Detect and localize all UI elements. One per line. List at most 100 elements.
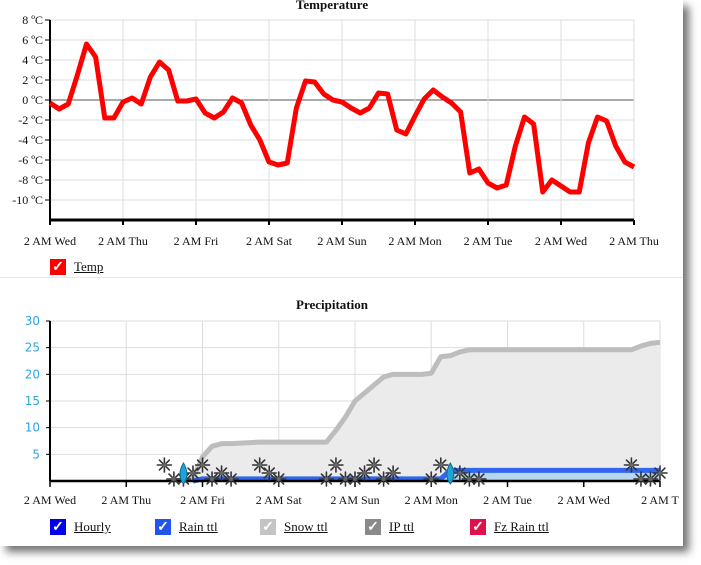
snowflake-icon bbox=[156, 457, 173, 473]
y-tick-label: -4 ºC bbox=[18, 133, 43, 147]
line-snow-ttl bbox=[182, 339, 661, 484]
x-tick-label: 2 AM T bbox=[641, 493, 679, 507]
snowflake-center bbox=[658, 471, 662, 475]
snowflake-icon bbox=[328, 457, 344, 473]
legend-temp[interactable]: ✓ Temp bbox=[50, 259, 103, 275]
area-rain-ttl bbox=[50, 470, 660, 481]
snowflake-icon bbox=[623, 457, 640, 473]
snowflake-center bbox=[219, 471, 224, 475]
snowflake-center bbox=[171, 477, 176, 481]
y-tick-label: 4 ºC bbox=[22, 53, 43, 67]
snowflake-icon bbox=[423, 471, 440, 487]
snowflake-center bbox=[476, 477, 481, 481]
x-tick-label: 2 AM Fri bbox=[180, 493, 225, 507]
snowflake-center bbox=[372, 463, 377, 467]
snowflake-center bbox=[257, 463, 262, 467]
snowflake-center bbox=[210, 477, 215, 481]
checkbox-fz-rain-ttl[interactable]: ✓ bbox=[470, 519, 486, 535]
x-tick-label: 2 AM Thu bbox=[609, 234, 659, 248]
legend-rain-ttl[interactable]: ✓ Rain ttl bbox=[155, 519, 218, 535]
x-tick-label: 2 AM Wed bbox=[24, 493, 76, 507]
y-tick-label: -10 ºC bbox=[12, 193, 43, 207]
legend-label[interactable]: Fz Rain ttl bbox=[494, 519, 549, 534]
legend-label[interactable]: Hourly bbox=[74, 519, 111, 534]
x-tick-label: 2 AM Mon bbox=[388, 234, 441, 248]
snowflake-icon bbox=[318, 471, 335, 487]
snowflake-center bbox=[629, 463, 634, 467]
y-tick-label: 0 ºC bbox=[22, 93, 43, 107]
x-tick-label: 2 AM Mon bbox=[405, 493, 458, 507]
snowflake-center bbox=[648, 477, 653, 481]
snowflake-icon bbox=[642, 471, 659, 487]
snowflake-icon bbox=[375, 471, 392, 487]
legend-hourly[interactable]: ✓ Hourly bbox=[50, 519, 111, 535]
x-tick-label: 2 AM Sun bbox=[330, 493, 379, 507]
snowflake-center bbox=[429, 477, 434, 481]
raindrop-icon bbox=[446, 462, 455, 485]
x-tick-label: 2 AM Wed bbox=[558, 493, 610, 507]
snowflake-center bbox=[190, 471, 195, 475]
legend-label-temp[interactable]: Temp bbox=[74, 259, 104, 274]
x-tick-label: 2 AM Fri bbox=[174, 234, 219, 248]
y-tick-label: 25 bbox=[25, 341, 40, 355]
snowflake-center bbox=[162, 463, 167, 467]
x-tick-label: 2 AM Sat bbox=[246, 234, 293, 248]
y-tick-label: -6 ºC bbox=[18, 153, 43, 167]
x-tick-label: 2 AM Tue bbox=[483, 493, 532, 507]
snowflake-icon bbox=[652, 465, 668, 481]
snowflake-center bbox=[438, 463, 443, 467]
y-tick-label: 6 ºC bbox=[22, 33, 43, 47]
y-tick-label: -2 ºC bbox=[18, 113, 43, 127]
snowflake-center bbox=[229, 477, 234, 481]
legend-snow-ttl[interactable]: ✓ Snow ttl bbox=[260, 519, 328, 535]
x-tick-label: 2 AM Sun bbox=[317, 234, 366, 248]
legend-label[interactable]: Rain ttl bbox=[179, 519, 218, 534]
snowflake-icon bbox=[223, 471, 239, 487]
y-tick-label: 2 ºC bbox=[22, 73, 43, 87]
area-snow-ttl bbox=[50, 342, 660, 481]
y-tick-label: 15 bbox=[25, 394, 40, 408]
checkbox-snow-ttl[interactable]: ✓ bbox=[260, 519, 276, 535]
x-tick-label: 2 AM Thu bbox=[101, 493, 151, 507]
snowflake-icon bbox=[385, 465, 401, 481]
snowflake-center bbox=[467, 477, 472, 481]
legend-ip-ttl[interactable]: ✓ IP ttl bbox=[365, 519, 414, 535]
snowflake-icon bbox=[261, 465, 278, 481]
x-tick-label: 2 AM Thu bbox=[98, 234, 148, 248]
checkbox-rain-ttl[interactable]: ✓ bbox=[155, 519, 171, 535]
snowflake-center bbox=[457, 471, 462, 475]
snowflake-icon bbox=[213, 465, 230, 481]
separator bbox=[0, 277, 683, 278]
raindrop-shape bbox=[446, 462, 455, 485]
snowflake-icon bbox=[204, 471, 220, 487]
snowflake-center bbox=[381, 477, 386, 481]
snowflake-icon bbox=[366, 457, 382, 473]
snowflake-center bbox=[333, 463, 338, 467]
snowflake-icon bbox=[471, 471, 487, 487]
snowflake-center bbox=[276, 477, 281, 481]
checkbox-hourly[interactable]: ✓ bbox=[50, 519, 66, 535]
snowflake-icon bbox=[356, 465, 373, 481]
x-tick-label: 2 AM Wed bbox=[535, 234, 587, 248]
x-tick-label: 2 AM Tue bbox=[464, 234, 513, 248]
snowflake-icon bbox=[194, 457, 211, 473]
y-tick-label: 5 bbox=[32, 447, 40, 461]
checkbox-temp[interactable]: ✓ bbox=[50, 259, 66, 275]
chart-title-precipitation: Precipitation bbox=[296, 297, 369, 312]
y-tick-label: 30 bbox=[25, 314, 40, 328]
snowflake-icon bbox=[432, 457, 449, 473]
checkbox-ip-ttl[interactable]: ✓ bbox=[365, 519, 381, 535]
legend-fz-rain-ttl[interactable]: ✓ Fz Rain ttl bbox=[470, 519, 549, 535]
x-tick-label: 2 AM Wed bbox=[24, 234, 76, 248]
snowflake-center bbox=[200, 463, 205, 467]
y-tick-label: -8 ºC bbox=[18, 173, 43, 187]
raindrop-icon bbox=[179, 462, 188, 485]
snowflake-center bbox=[353, 477, 357, 481]
legend-label[interactable]: IP ttl bbox=[389, 519, 415, 534]
snowflake-icon bbox=[633, 471, 649, 487]
y-tick-label: 10 bbox=[25, 421, 40, 435]
snowflake-center bbox=[343, 477, 348, 481]
snowflake-icon bbox=[185, 465, 201, 481]
legend-label[interactable]: Snow ttl bbox=[284, 519, 328, 534]
snowflake-center bbox=[362, 471, 367, 475]
